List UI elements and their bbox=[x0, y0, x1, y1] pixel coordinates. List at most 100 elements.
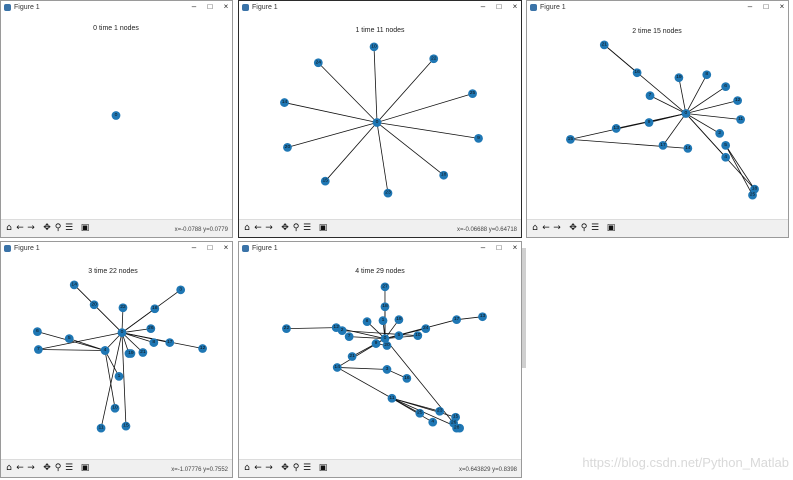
configure-subplots-icon[interactable]: ☰ bbox=[590, 223, 600, 233]
maximize-button[interactable]: □ bbox=[763, 2, 769, 11]
graph-node bbox=[435, 406, 445, 416]
forward-arrow-icon[interactable]: → bbox=[27, 463, 35, 473]
node-label: 24 bbox=[316, 59, 322, 65]
figure-window-2[interactable]: Figure 1 – □ × 1 time 11 nodes 0 10 22 25 9 1… bbox=[238, 0, 522, 238]
node-label: 7 bbox=[37, 346, 40, 352]
graph-node bbox=[378, 316, 388, 326]
plot-title: 3 time 22 nodes bbox=[88, 268, 138, 275]
title-bar[interactable]: Figure 1 – □ × bbox=[239, 242, 521, 254]
graph-edge bbox=[685, 86, 726, 114]
configure-subplots-icon[interactable]: ☰ bbox=[302, 463, 312, 473]
node-label: 20 bbox=[285, 144, 291, 150]
graph-node bbox=[402, 374, 412, 383]
zoom-icon[interactable]: ⚲ bbox=[580, 223, 588, 233]
home-icon[interactable]: ⌂ bbox=[244, 463, 250, 473]
node-label: 25 bbox=[417, 410, 423, 416]
pan-icon[interactable]: ✥ bbox=[281, 463, 289, 473]
save-icon[interactable]: ▣ bbox=[606, 223, 616, 233]
navigation-toolbar: ⌂ ← → ✥ ⚲ ☰ ▣ x=-0.0788 y=0.0779 bbox=[1, 219, 232, 237]
maximize-button[interactable]: □ bbox=[207, 2, 213, 11]
minimize-button[interactable]: – bbox=[191, 243, 197, 252]
close-button[interactable]: × bbox=[223, 2, 229, 11]
plot-canvas[interactable]: 3 time 22 nodes 020141832226817122116199… bbox=[1, 254, 232, 459]
pan-icon[interactable]: ✥ bbox=[569, 223, 577, 233]
minimize-button[interactable]: – bbox=[480, 243, 486, 252]
graph-node bbox=[452, 315, 462, 325]
back-arrow-icon[interactable]: ← bbox=[254, 223, 262, 233]
node-label: 21 bbox=[349, 353, 355, 359]
save-icon[interactable]: ▣ bbox=[80, 223, 90, 233]
node-label: 22 bbox=[120, 304, 126, 310]
node-label: 0 bbox=[115, 112, 118, 118]
forward-arrow-icon[interactable]: → bbox=[27, 223, 35, 233]
minimize-button[interactable]: – bbox=[747, 2, 753, 11]
title-bar[interactable]: Figure 1 – □ × bbox=[239, 1, 521, 13]
close-button[interactable]: × bbox=[779, 2, 785, 11]
node-label: 18 bbox=[752, 186, 758, 192]
configure-subplots-icon[interactable]: ☰ bbox=[302, 223, 312, 233]
maximize-button[interactable]: □ bbox=[496, 243, 502, 252]
matplotlib-icon bbox=[530, 3, 537, 11]
title-bar[interactable]: Figure 1 – □ × bbox=[1, 1, 232, 13]
configure-subplots-icon[interactable]: ☰ bbox=[64, 463, 74, 473]
back-arrow-icon[interactable]: ← bbox=[16, 223, 24, 233]
maximize-button[interactable]: □ bbox=[496, 2, 502, 11]
configure-subplots-icon[interactable]: ☰ bbox=[64, 223, 74, 233]
back-arrow-icon[interactable]: ← bbox=[16, 463, 24, 473]
forward-arrow-icon[interactable]: → bbox=[553, 223, 561, 233]
title-bar[interactable]: Figure 1 – □ × bbox=[1, 242, 232, 254]
home-icon[interactable]: ⌂ bbox=[532, 223, 538, 233]
graph-node bbox=[64, 334, 74, 343]
figure-window-3[interactable]: Figure 1 – □ × 2 time 15 nodes 0 21 16 19 8 6… bbox=[526, 0, 789, 238]
graph-edge bbox=[376, 122, 479, 139]
graph-edge bbox=[121, 332, 144, 353]
graph-node bbox=[380, 302, 390, 312]
zoom-icon[interactable]: ⚲ bbox=[54, 223, 62, 233]
node-label: 11 bbox=[98, 425, 103, 431]
close-button[interactable]: × bbox=[512, 2, 518, 11]
back-arrow-icon[interactable]: ← bbox=[254, 463, 262, 473]
plot-canvas[interactable]: 2 time 15 nodes 0 21 16 19 8 6 7 12 11 2 17 9 13 15 14… bbox=[527, 13, 788, 219]
graph-node bbox=[89, 300, 99, 310]
graph-edge bbox=[685, 113, 755, 190]
forward-arrow-icon[interactable]: → bbox=[265, 463, 273, 473]
forward-arrow-icon[interactable]: → bbox=[265, 223, 273, 233]
save-icon[interactable]: ▣ bbox=[80, 463, 90, 473]
title-bar[interactable]: Figure 1 – □ × bbox=[527, 1, 788, 13]
minimize-button[interactable]: – bbox=[191, 2, 197, 11]
plot-canvas[interactable]: 0 time 1 nodes 0 bbox=[1, 13, 232, 219]
home-icon[interactable]: ⌂ bbox=[6, 463, 12, 473]
node-label: 13 bbox=[613, 125, 619, 131]
plot-canvas[interactable]: 1 time 11 nodes 0 10 22 25 9 18 23 15 20 14 24 bbox=[239, 13, 521, 219]
cursor-coordinates: x=-1.07776 y=0.7552 bbox=[171, 467, 228, 473]
home-icon[interactable]: ⌂ bbox=[244, 223, 250, 233]
figure-window-5[interactable]: Figure 1 – □ × 4 time 29 nodes 0 27 18 8 12 2… bbox=[238, 241, 522, 478]
graph-node bbox=[658, 140, 668, 150]
cursor-coordinates: x=-0.0788 y=0.0779 bbox=[174, 227, 228, 233]
save-icon[interactable]: ▣ bbox=[318, 223, 328, 233]
zoom-icon[interactable]: ⚲ bbox=[54, 463, 62, 473]
pan-icon[interactable]: ✥ bbox=[43, 223, 51, 233]
node-label: 25 bbox=[750, 192, 756, 198]
close-button[interactable]: × bbox=[512, 243, 518, 252]
node-label: 14 bbox=[334, 364, 340, 370]
close-button[interactable]: × bbox=[223, 243, 229, 252]
figure-window-4[interactable]: Figure 1 – □ × 3 time 22 nodes 0 20 14 18 3 2… bbox=[0, 241, 233, 478]
matplotlib-icon bbox=[4, 244, 11, 252]
zoom-icon[interactable]: ⚲ bbox=[292, 223, 300, 233]
save-icon[interactable]: ▣ bbox=[318, 463, 328, 473]
back-arrow-icon[interactable]: ← bbox=[542, 223, 550, 233]
graph-node bbox=[702, 70, 712, 80]
navigation-toolbar: ⌂ ← → ✥ ⚲ ☰ ▣ x=-0.06688 y=0.64718 bbox=[239, 219, 521, 237]
graph-edge bbox=[685, 74, 708, 114]
zoom-icon[interactable]: ⚲ bbox=[292, 463, 300, 473]
home-icon[interactable]: ⌂ bbox=[6, 223, 12, 233]
plot-canvas[interactable]: 4 time 29 nodes 0 27 18 8 12 22 24 17 13 19 1 10 2 7 5… bbox=[239, 254, 521, 459]
graph-edge bbox=[73, 284, 123, 333]
maximize-button[interactable]: □ bbox=[207, 243, 213, 252]
pan-icon[interactable]: ✥ bbox=[43, 463, 51, 473]
pan-icon[interactable]: ✥ bbox=[281, 223, 289, 233]
node-label: 0 bbox=[121, 329, 124, 335]
minimize-button[interactable]: – bbox=[480, 2, 486, 11]
figure-window-1[interactable]: Figure 1 – □ × 0 time 1 nodes 0 ⌂ ← → ✥ … bbox=[0, 0, 233, 238]
